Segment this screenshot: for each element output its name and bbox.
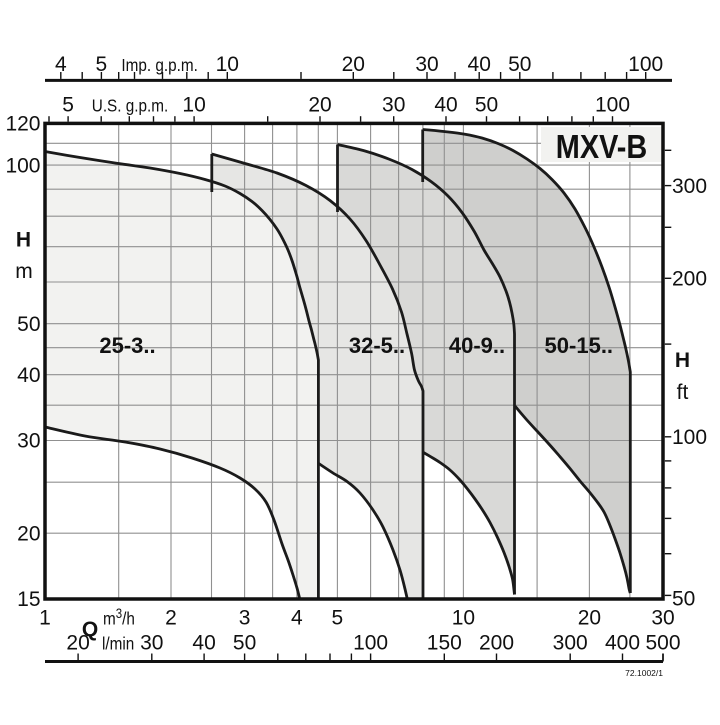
svg-text:100: 100 bbox=[672, 426, 707, 449]
svg-text:200: 200 bbox=[672, 268, 707, 291]
svg-text:72.1002/1: 72.1002/1 bbox=[625, 668, 663, 678]
svg-text:20: 20 bbox=[308, 94, 331, 117]
svg-text:50: 50 bbox=[508, 53, 531, 76]
svg-text:50: 50 bbox=[672, 588, 695, 611]
svg-text:MXV-B: MXV-B bbox=[556, 128, 647, 165]
svg-text:10: 10 bbox=[216, 53, 239, 76]
svg-text:20: 20 bbox=[578, 607, 601, 630]
svg-text:100: 100 bbox=[595, 94, 630, 117]
svg-text:40: 40 bbox=[17, 364, 40, 387]
svg-text:5: 5 bbox=[332, 607, 344, 630]
svg-text:25-3..: 25-3.. bbox=[99, 333, 155, 358]
svg-text:50-15..: 50-15.. bbox=[545, 333, 614, 358]
svg-text:4: 4 bbox=[55, 53, 67, 76]
svg-text:500: 500 bbox=[645, 632, 680, 655]
svg-text:U.S. g.p.m.: U.S. g.p.m. bbox=[92, 95, 168, 115]
svg-text:30: 30 bbox=[140, 632, 163, 655]
svg-text:Imp. g.p.m.: Imp. g.p.m. bbox=[121, 55, 197, 75]
svg-text:l/min: l/min bbox=[102, 633, 134, 653]
svg-text:3: 3 bbox=[239, 607, 251, 630]
svg-text:20: 20 bbox=[66, 632, 89, 655]
svg-text:50: 50 bbox=[475, 94, 498, 117]
svg-text:5: 5 bbox=[62, 94, 74, 117]
svg-text:32-5..: 32-5.. bbox=[349, 333, 405, 358]
svg-text:100: 100 bbox=[353, 632, 388, 655]
svg-text:50: 50 bbox=[233, 632, 256, 655]
svg-text:4: 4 bbox=[291, 607, 303, 630]
svg-text:Q: Q bbox=[82, 618, 98, 641]
svg-text:100: 100 bbox=[5, 154, 40, 177]
svg-text:30: 30 bbox=[651, 607, 674, 630]
svg-text:ft: ft bbox=[677, 381, 689, 404]
svg-text:30: 30 bbox=[17, 430, 40, 453]
svg-text:300: 300 bbox=[672, 175, 707, 198]
svg-text:100: 100 bbox=[628, 53, 663, 76]
svg-text:400: 400 bbox=[605, 632, 640, 655]
svg-text:15: 15 bbox=[17, 588, 40, 611]
svg-text:5: 5 bbox=[96, 53, 108, 76]
svg-text:50: 50 bbox=[17, 313, 40, 336]
svg-text:40: 40 bbox=[468, 53, 491, 76]
svg-text:150: 150 bbox=[427, 632, 462, 655]
svg-text:2: 2 bbox=[165, 607, 177, 630]
svg-text:200: 200 bbox=[479, 632, 514, 655]
svg-text:40: 40 bbox=[192, 632, 215, 655]
svg-text:30: 30 bbox=[382, 94, 405, 117]
svg-text:10: 10 bbox=[182, 94, 205, 117]
svg-text:m3/h: m3/h bbox=[103, 606, 135, 629]
svg-text:120: 120 bbox=[5, 113, 40, 136]
svg-text:H: H bbox=[675, 349, 690, 372]
svg-text:40-9..: 40-9.. bbox=[449, 333, 505, 358]
svg-text:40: 40 bbox=[434, 94, 457, 117]
svg-text:1: 1 bbox=[39, 607, 51, 630]
svg-text:300: 300 bbox=[553, 632, 588, 655]
svg-text:20: 20 bbox=[17, 522, 40, 545]
svg-text:10: 10 bbox=[452, 607, 475, 630]
svg-text:20: 20 bbox=[342, 53, 365, 76]
svg-text:H: H bbox=[16, 228, 31, 251]
svg-text:30: 30 bbox=[415, 53, 438, 76]
svg-text:m: m bbox=[15, 260, 33, 283]
